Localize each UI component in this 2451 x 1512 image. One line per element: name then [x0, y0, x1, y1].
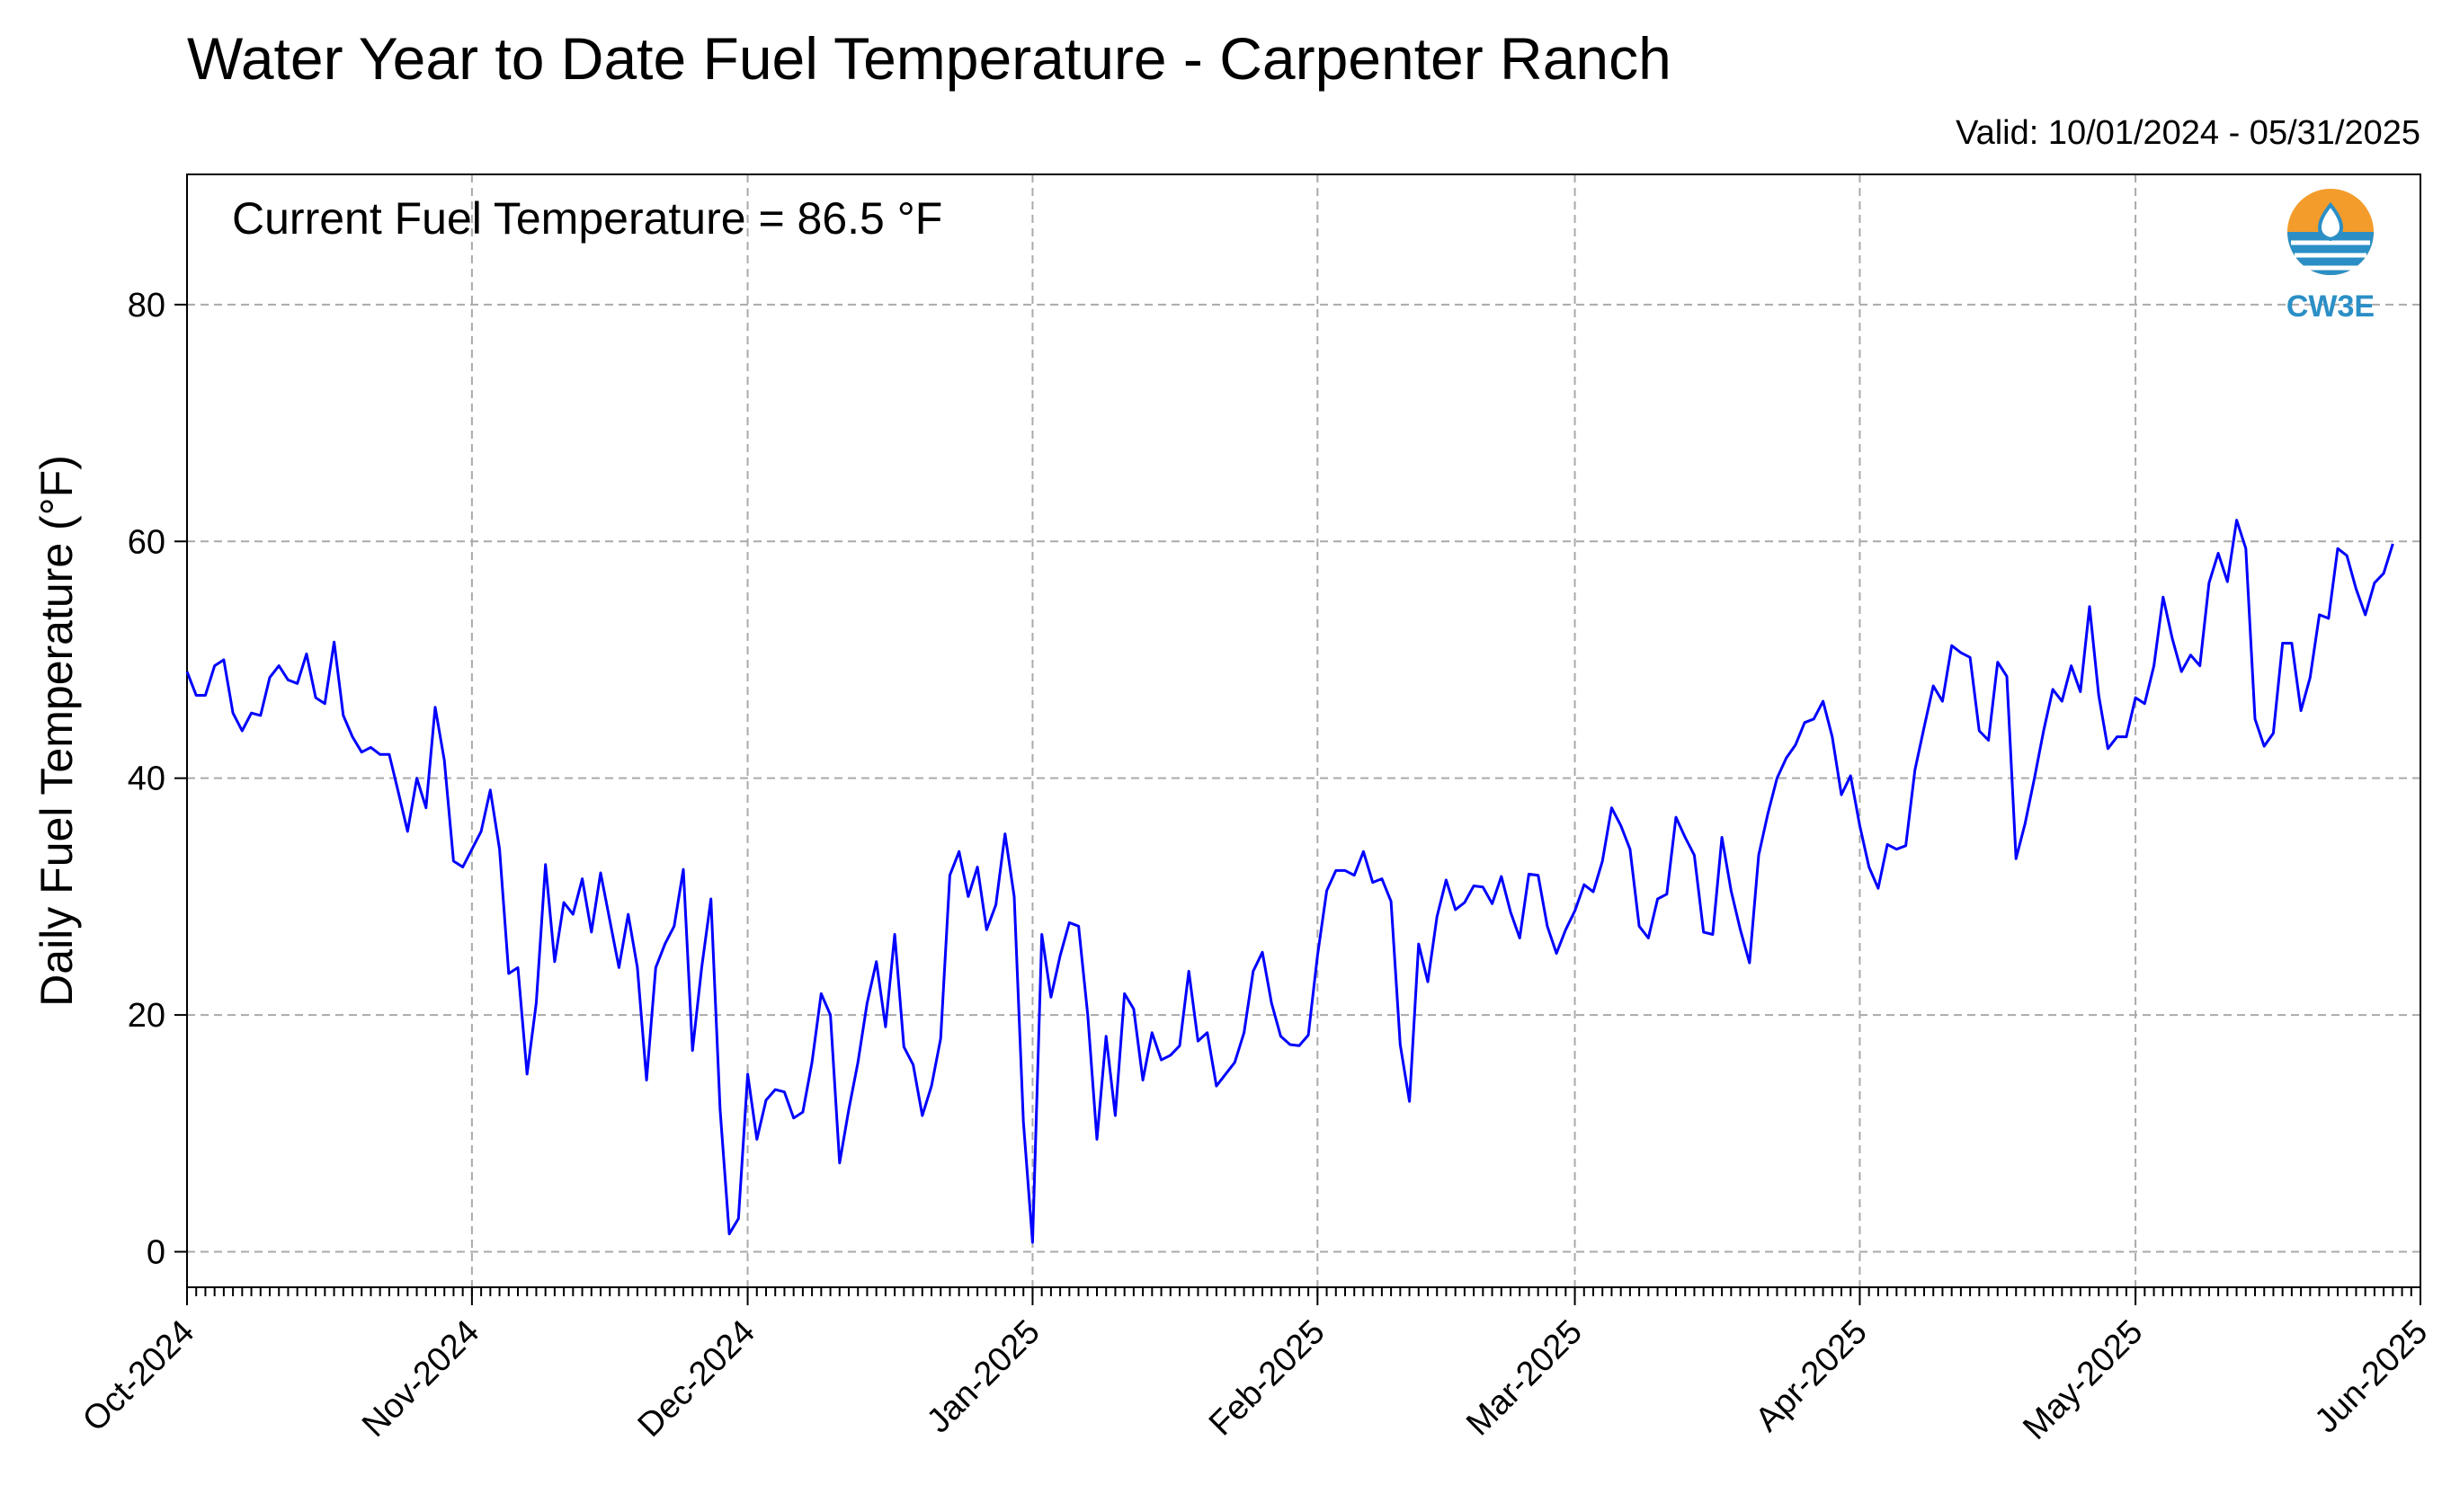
- x-tick-label: Oct-2024: [76, 1313, 201, 1439]
- axis-ticks: 0 20 40 60 80 Oct-2024 Nov-2024 Dec-2024 Jan-202…: [76, 287, 2435, 1447]
- x-tick-label: Mar-2025: [1459, 1313, 1590, 1444]
- logo-droplet-icon: [2318, 201, 2343, 242]
- y-tick-label: 0: [147, 1233, 165, 1271]
- grid-lines: [187, 174, 2420, 1287]
- valid-date-range: Valid: 10/01/2024 - 05/31/2025: [1956, 114, 2420, 152]
- x-tick-label: Apr-2025: [1749, 1313, 1875, 1439]
- chart-title: Water Year to Date Fuel Temperature - Ca…: [187, 25, 1671, 92]
- current-fuel-temperature-annotation: Current Fuel Temperature = 86.5 °F: [232, 193, 942, 244]
- x-tick-label: Feb-2025: [1202, 1313, 1332, 1444]
- plot-area: [186, 173, 2421, 1288]
- cw3e-logo: CW3E: [2286, 189, 2375, 324]
- x-tick-label: Dec-2024: [631, 1313, 762, 1445]
- y-tick-label: 60: [128, 523, 165, 561]
- x-tick-label: Jan-2025: [920, 1313, 1047, 1441]
- x-tick-label: May-2025: [2016, 1313, 2150, 1447]
- y-tick-label: 20: [128, 997, 165, 1035]
- x-tick-label: Jun-2025: [2308, 1313, 2436, 1441]
- y-tick-label: 80: [128, 287, 165, 325]
- y-axis-label: Daily Fuel Temperature (°F): [31, 455, 82, 1007]
- series-line-fuel-temperature: [185, 519, 2394, 1244]
- y-tick-label: 40: [128, 760, 165, 798]
- x-tick-label: Nov-2024: [355, 1313, 486, 1445]
- logo-text: CW3E: [2286, 289, 2375, 324]
